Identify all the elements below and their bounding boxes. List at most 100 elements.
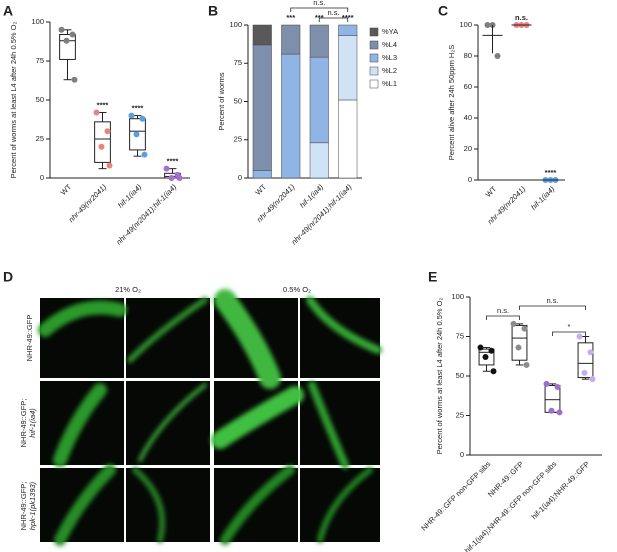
box — [478, 348, 495, 366]
point — [543, 380, 550, 387]
panel-label: A — [3, 3, 13, 19]
bracket — [486, 315, 520, 320]
y-tick-label: 40 — [464, 113, 472, 122]
legend-label: %L1 — [382, 79, 397, 88]
point — [510, 320, 517, 327]
point — [548, 407, 555, 414]
box — [94, 121, 111, 163]
y-tick-label: 100 — [459, 20, 472, 29]
y-tick-label: 0 — [40, 173, 44, 182]
bar-segment — [252, 170, 272, 179]
y-tick-label: 75 — [234, 58, 242, 67]
point — [587, 349, 594, 356]
point — [163, 165, 170, 172]
bar-segment — [338, 24, 358, 36]
y-axis-label: Percent of worms at least L4 after 24h 0… — [9, 22, 18, 179]
point — [141, 151, 148, 158]
point — [521, 325, 528, 332]
significance: **** — [97, 100, 109, 109]
x-tick-label: hif-1(ia4) — [529, 184, 557, 212]
point — [58, 26, 65, 33]
point — [133, 131, 140, 138]
x-tick-label: hif-1(ia4);NHR-49::GFP — [530, 459, 592, 521]
bar-segment — [252, 44, 272, 171]
point — [168, 175, 175, 181]
panel-label: C — [438, 3, 448, 19]
point — [494, 53, 501, 59]
legend-label: %L3 — [382, 53, 397, 62]
row-label: hpk-1(pk1393) — [28, 481, 37, 530]
panel-label: B — [208, 3, 218, 19]
legend-label: %L4 — [382, 40, 397, 49]
legend-swatch — [369, 53, 379, 63]
microscopy-grid: 21% O₂ 0.5% O₂ NHR-49::GFP NHR-49::GFP; … — [19, 285, 382, 546]
point — [93, 109, 100, 116]
box — [59, 33, 76, 60]
bracket-label: n.s. — [546, 296, 558, 305]
bar-segment — [309, 142, 329, 179]
point — [104, 128, 111, 135]
significance: **** — [342, 13, 354, 22]
x-tick-label: WT — [59, 182, 74, 197]
point — [554, 384, 561, 391]
x-tick-label: nhr-49(nr2041);hif-1(ia4) — [114, 182, 178, 246]
y-tick-label: 25 — [456, 410, 464, 419]
row-label: NHR-49::GFP NHR-49::GFP; hif-1(ia4) NHR-… — [19, 315, 37, 531]
y-axis-label: Percent alive after 24h 50ppm H₂S — [447, 45, 456, 160]
point — [69, 31, 76, 38]
point — [128, 112, 135, 119]
bracket-label: n.s. — [313, 0, 325, 7]
panel-label: D — [3, 269, 13, 285]
bar-segment — [309, 56, 329, 144]
y-tick-label: 50 — [456, 371, 464, 380]
y-tick-label: 75 — [36, 56, 44, 65]
row-label: NHR-49::GFP; — [19, 482, 28, 531]
point — [515, 344, 522, 351]
significance: **** — [132, 104, 144, 113]
bracket — [290, 7, 349, 12]
significance: n.s. — [515, 13, 528, 22]
y-tick-label: 25 — [36, 134, 44, 143]
point — [139, 115, 146, 122]
bracket — [519, 305, 586, 310]
bar-segment — [281, 53, 301, 179]
y-tick-label: 0 — [468, 175, 472, 184]
y-tick-label: 0 — [238, 173, 242, 182]
y-tick-label: 25 — [234, 135, 242, 144]
point — [523, 361, 530, 368]
x-tick-label: hif-1(ia4) — [116, 182, 144, 210]
y-tick-label: 100 — [229, 20, 242, 29]
point — [576, 333, 583, 340]
bracket-label: * — [568, 322, 571, 331]
y-tick-label: 75 — [456, 331, 464, 340]
y-axis-label: Percent of worms — [217, 72, 226, 131]
bar-segment — [252, 24, 272, 46]
significance: **** — [167, 157, 179, 166]
bracket — [552, 331, 586, 336]
y-tick-label: 100 — [451, 292, 464, 301]
point — [106, 162, 113, 169]
bar-segment — [338, 35, 358, 101]
y-tick-label: 100 — [31, 17, 44, 26]
point — [488, 347, 495, 354]
y-tick-label: 50 — [234, 96, 242, 105]
box — [577, 342, 594, 379]
box — [129, 118, 146, 151]
point — [556, 409, 563, 416]
x-tick-label: WT — [484, 184, 499, 199]
point — [98, 143, 105, 150]
x-tick-label: NHR-49::GFP non-GFP sibs — [419, 459, 492, 532]
x-tick-label: WT — [253, 182, 268, 197]
x-tick-label: hif-1(ia4) — [298, 182, 326, 210]
point — [484, 22, 491, 28]
significance: **** — [545, 168, 557, 177]
y-tick-label: 0 — [460, 450, 464, 459]
point — [71, 76, 78, 83]
point — [477, 344, 484, 351]
row-label: hif-1(ia4) — [28, 408, 37, 438]
point — [589, 376, 596, 383]
legend-swatch — [369, 27, 379, 37]
column-label: 21% O₂ — [115, 285, 141, 294]
y-tick-label: 50 — [36, 95, 44, 104]
